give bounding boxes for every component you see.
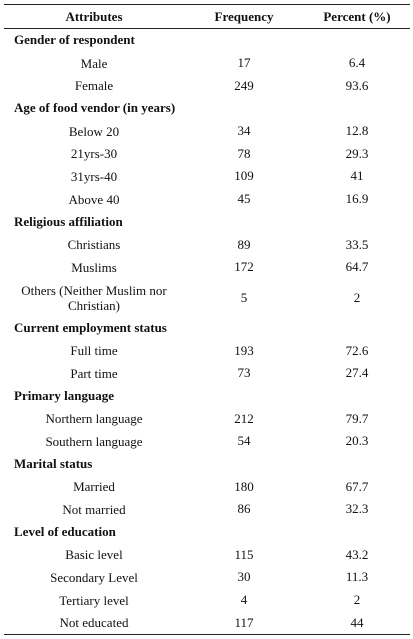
row-percent: 2	[353, 592, 361, 608]
table-row: Others (Neither Muslim nor Christian) 5 2	[4, 279, 410, 317]
row-percent: 16.9	[345, 191, 369, 207]
table-row: Below 20 34 12.8	[4, 120, 410, 143]
row-percent: 27.4	[345, 365, 369, 381]
row-attribute: Above 40	[68, 191, 120, 207]
demographics-table: Attributes Frequency Percent (%) Gender …	[4, 4, 410, 636]
row-frequency: 45	[237, 191, 251, 207]
row-attribute: Others (Neither Muslim nor Christian)	[21, 282, 167, 313]
row-attribute: Not married	[62, 501, 126, 517]
section-title: Age of food vendor (in years)	[14, 100, 176, 116]
section-row: Religious affiliation	[4, 211, 410, 234]
row-frequency: 54	[237, 433, 251, 449]
row-attribute: 21yrs-30	[70, 146, 118, 162]
row-percent: 6.4	[348, 55, 366, 71]
row-frequency: 249	[234, 77, 254, 93]
row-frequency: 4	[240, 592, 248, 608]
row-attribute: Northern language	[45, 411, 143, 427]
row-attribute: Part time	[70, 365, 118, 381]
row-percent: 41	[350, 168, 364, 184]
row-attribute: Muslims	[71, 259, 117, 275]
section-title: Religious affiliation	[14, 213, 123, 229]
table-row: Tertiary level 4 2	[4, 589, 410, 612]
row-frequency: 109	[234, 168, 254, 184]
section-row: Primary language	[4, 385, 410, 408]
section-title: Marital status	[14, 456, 93, 472]
table-row: Basic level 115 43.2	[4, 543, 410, 566]
table-row: Not educated 117 44	[4, 611, 410, 636]
section-title: Primary language	[14, 387, 115, 403]
row-frequency: 117	[184, 611, 304, 636]
row-attribute: Male	[80, 55, 108, 71]
section-row: Level of education	[4, 521, 410, 544]
row-frequency: 86	[237, 501, 251, 517]
table-row: Married 180 67.7	[4, 475, 410, 498]
row-frequency: 180	[234, 478, 254, 494]
row-percent: 11.3	[345, 569, 369, 585]
section-title: Level of education	[14, 524, 116, 540]
row-frequency: 212	[234, 410, 254, 426]
row-percent: 33.5	[345, 236, 369, 252]
row-attribute: Southern language	[45, 433, 143, 449]
table-row: Male 17 6.4	[4, 52, 410, 75]
row-attribute: Not educated	[4, 611, 184, 636]
row-attribute: Secondary Level	[50, 569, 138, 585]
row-attribute: Christians	[67, 237, 121, 253]
row-frequency: 115	[234, 546, 254, 562]
row-frequency: 30	[237, 569, 251, 585]
table-row: Christians 89 33.5	[4, 233, 410, 256]
row-attribute: Female	[74, 78, 114, 94]
row-frequency: 73	[237, 365, 251, 381]
table-row: Not married 86 32.3	[4, 498, 410, 521]
row-frequency: 17	[237, 55, 251, 71]
table-row: Above 40 45 16.9	[4, 188, 410, 211]
row-frequency: 193	[234, 342, 254, 358]
row-frequency: 78	[237, 145, 251, 161]
header-row: Attributes Frequency Percent (%)	[4, 4, 410, 29]
table-row: Full time 193 72.6	[4, 339, 410, 362]
section-row: Gender of respondent	[4, 29, 410, 52]
table-row: Southern language 54 20.3	[4, 430, 410, 453]
row-percent: 72.6	[345, 342, 369, 358]
row-percent: 29.3	[345, 145, 369, 161]
table-row: 31yrs-40 109 41	[4, 165, 410, 188]
row-percent: 67.7	[345, 478, 369, 494]
row-attribute: Basic level	[65, 547, 123, 563]
header-percent: Percent (%)	[304, 4, 410, 29]
table-row: Northern language 212 79.7	[4, 407, 410, 430]
row-percent: 44	[304, 611, 410, 636]
table-row: Secondary Level 30 11.3	[4, 566, 410, 589]
table-row: Female 249 93.6	[4, 74, 410, 97]
row-frequency: 172	[234, 259, 254, 275]
row-attribute: 31yrs-40	[70, 168, 118, 184]
row-percent: 43.2	[345, 546, 369, 562]
row-percent: 20.3	[345, 433, 369, 449]
table-row: Muslims 172 64.7	[4, 256, 410, 279]
section-row: Current employment status	[4, 317, 410, 340]
row-percent: 32.3	[345, 501, 369, 517]
row-attribute: Below 20	[68, 123, 120, 139]
section-row: Age of food vendor (in years)	[4, 97, 410, 120]
table-row: Part time 73 27.4	[4, 362, 410, 385]
row-percent: 79.7	[345, 410, 369, 426]
section-row: Marital status	[4, 453, 410, 476]
row-attribute: Tertiary level	[59, 592, 129, 608]
row-percent: 2	[353, 289, 361, 305]
row-percent: 93.6	[345, 77, 369, 93]
header-frequency: Frequency	[184, 4, 304, 29]
table-body: Gender of respondent Male 17 6.4 Female 249 93…	[4, 29, 410, 636]
row-frequency: 5	[240, 289, 248, 305]
row-percent: 64.7	[345, 259, 369, 275]
row-percent: 12.8	[345, 123, 369, 139]
section-title: Current employment status	[14, 319, 167, 335]
row-attribute: Married	[73, 479, 115, 495]
table-row: 21yrs-30 78 29.3	[4, 142, 410, 165]
row-frequency: 89	[237, 236, 251, 252]
section-title: Gender of respondent	[14, 32, 135, 48]
row-attribute: Full time	[70, 343, 118, 359]
row-frequency: 34	[237, 123, 251, 139]
header-attributes: Attributes	[4, 4, 184, 29]
